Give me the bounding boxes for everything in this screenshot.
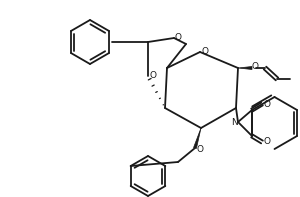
Text: O: O xyxy=(149,71,157,80)
Text: O: O xyxy=(196,145,203,153)
Polygon shape xyxy=(238,67,252,70)
Text: O: O xyxy=(263,138,271,147)
Text: O: O xyxy=(251,61,259,71)
Text: N: N xyxy=(232,117,238,126)
Text: O: O xyxy=(175,33,182,42)
Text: O: O xyxy=(202,46,208,56)
Polygon shape xyxy=(194,128,201,148)
Text: O: O xyxy=(263,99,271,109)
